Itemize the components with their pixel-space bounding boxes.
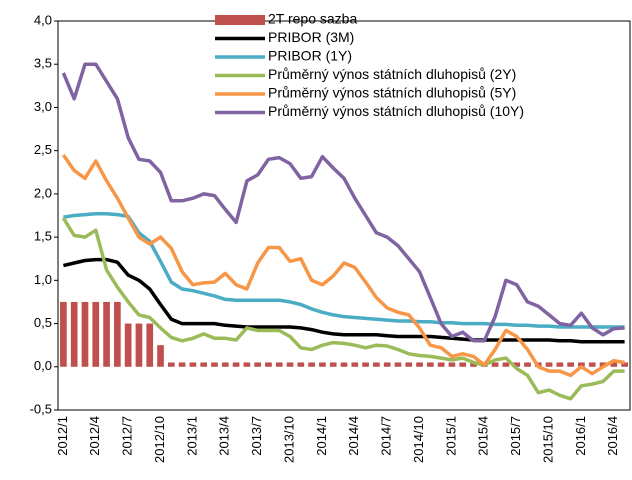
- legend-label: Průměrný výnos státních dluhopisů (2Y): [268, 66, 516, 82]
- bar: [275, 362, 283, 367]
- x-tick-label: 2015/1: [443, 416, 458, 456]
- bar: [459, 362, 467, 367]
- bar: [232, 362, 240, 367]
- bar: [437, 362, 445, 367]
- line: [61, 217, 625, 401]
- bar: [567, 362, 574, 367]
- x-tick-label: 2013/1: [184, 416, 199, 456]
- bar: [243, 362, 251, 367]
- bar: [362, 362, 369, 367]
- bar: [200, 362, 208, 367]
- bar: [124, 323, 132, 367]
- y-tick-label: 3,0: [34, 99, 52, 114]
- bar: [491, 362, 499, 367]
- bar: [60, 301, 67, 367]
- x-tick-label: 2013/7: [249, 416, 264, 456]
- line: [62, 257, 625, 344]
- legend-label: PRIBOR (3M): [268, 29, 354, 45]
- bar: [599, 362, 607, 367]
- bar: [81, 301, 89, 367]
- bar: [448, 362, 456, 367]
- line: [61, 153, 625, 378]
- bar: [470, 362, 477, 367]
- bar: [92, 301, 100, 367]
- bar: [221, 362, 229, 367]
- plot-frame: [57, 20, 631, 411]
- bar: [621, 362, 628, 367]
- bar: [383, 362, 391, 367]
- y-tick-label: 1,5: [34, 229, 52, 244]
- bar: [114, 301, 121, 367]
- bar: [157, 345, 164, 367]
- y-tick-label: 2,0: [34, 185, 52, 200]
- x-tick-label: 2015/10: [540, 416, 555, 463]
- bar: [70, 301, 78, 367]
- bar: [297, 362, 305, 367]
- x-tick-label: 2013/10: [281, 416, 296, 463]
- bar: [578, 362, 585, 367]
- x-tick-label: 2014/1: [314, 416, 329, 456]
- y-tick-label: -0,5: [30, 401, 52, 416]
- x-tick-label: 2012/1: [55, 416, 70, 456]
- x-tick-label: 2014/4: [346, 416, 361, 456]
- y-tick-label: 0,0: [34, 358, 52, 373]
- y-tick-label: 2,5: [34, 142, 52, 157]
- bar: [416, 362, 423, 367]
- line: [63, 212, 625, 329]
- bar: [329, 362, 337, 367]
- bar: [103, 301, 110, 367]
- y-tick-label: 1,0: [34, 272, 52, 287]
- x-tick-label: 2012/7: [120, 416, 135, 456]
- x-tick-label: 2012/4: [87, 416, 102, 456]
- bar: [178, 362, 186, 367]
- bar: [513, 362, 521, 367]
- x-tick-label: 2015/7: [508, 416, 523, 456]
- bar: [351, 362, 359, 367]
- bar: [340, 362, 348, 367]
- bar: [556, 362, 564, 367]
- bar: [545, 362, 553, 367]
- bar: [308, 362, 315, 367]
- y-tick-label: 3,5: [34, 56, 52, 71]
- bar: [135, 323, 143, 367]
- y-tick-label: 4,0: [34, 12, 52, 27]
- bar: [394, 362, 402, 367]
- x-tick-label: 2012/10: [152, 416, 167, 463]
- x-tick-label: 2015/4: [476, 416, 491, 456]
- legend-label: PRIBOR (1Y): [268, 48, 352, 64]
- bar: [189, 362, 197, 367]
- bar: [167, 362, 175, 367]
- bar: [319, 362, 326, 367]
- x-tick-label: 2014/10: [411, 416, 426, 463]
- legend-swatch: [215, 15, 265, 25]
- legend-label: Průměrný výnos státních dluhopisů (10Y): [268, 103, 524, 119]
- bar: [265, 362, 272, 367]
- x-tick-label: 2013/4: [217, 416, 232, 456]
- line: [61, 62, 625, 343]
- bar: [405, 362, 413, 367]
- bar: [588, 362, 596, 367]
- y-tick-label: 0,5: [34, 315, 52, 330]
- bar: [502, 362, 510, 367]
- bar: [286, 362, 294, 367]
- x-tick-label: 2016/1: [573, 416, 588, 456]
- bar: [211, 362, 218, 367]
- legend-label: Průměrný výnos státních dluhopisů (5Y): [268, 85, 516, 101]
- bar: [254, 362, 262, 367]
- bar: [146, 323, 154, 367]
- x-tick-label: 2014/7: [379, 416, 394, 456]
- bar: [426, 362, 434, 367]
- bar: [373, 362, 380, 367]
- legend-label: 2T repo sazba: [268, 11, 357, 27]
- bar: [610, 362, 618, 367]
- x-tick-label: 2016/4: [605, 416, 620, 456]
- bar: [524, 362, 531, 367]
